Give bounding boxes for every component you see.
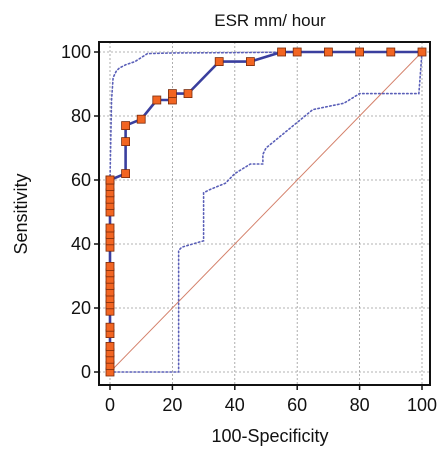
roc-point bbox=[214, 57, 224, 66]
reference-diagonal-line bbox=[109, 51, 423, 373]
roc-point bbox=[417, 47, 427, 57]
roc-point bbox=[121, 137, 130, 147]
roc-point bbox=[121, 121, 130, 130]
chart-title: ESR mm/ hour bbox=[214, 11, 326, 30]
roc-point bbox=[136, 114, 146, 124]
roc-point bbox=[167, 89, 177, 98]
plot-frame bbox=[98, 41, 431, 386]
x-tick-label: 80 bbox=[350, 395, 370, 415]
y-tick-label: 60 bbox=[71, 170, 91, 190]
x-tick-label: 0 bbox=[105, 395, 115, 415]
roc-point bbox=[183, 89, 193, 98]
roc-point bbox=[105, 223, 115, 233]
x-tick-label: 100 bbox=[407, 395, 437, 415]
grid bbox=[99, 42, 430, 385]
y-axis-title: Sensitivity bbox=[11, 173, 31, 254]
roc-point bbox=[105, 261, 115, 271]
roc-point bbox=[245, 57, 255, 66]
roc-point bbox=[105, 175, 115, 185]
roc-point bbox=[105, 341, 115, 351]
roc-layer bbox=[105, 47, 427, 377]
x-tick-label: 60 bbox=[287, 395, 307, 415]
x-tick-label: 40 bbox=[225, 395, 245, 415]
x-axis-title: 100-Specificity bbox=[211, 426, 328, 446]
roc-point bbox=[152, 95, 162, 105]
roc-point bbox=[277, 47, 287, 57]
reference-layer bbox=[109, 51, 423, 373]
roc-point bbox=[292, 47, 302, 57]
y-tick-label: 40 bbox=[71, 234, 91, 254]
y-tick-label: 80 bbox=[71, 106, 91, 126]
roc-point bbox=[121, 169, 130, 179]
x-axis-ticks: 0 20 40 60 80 100 bbox=[105, 385, 437, 415]
y-tick-label: 0 bbox=[81, 362, 91, 382]
x-tick-label: 20 bbox=[162, 395, 182, 415]
roc-point bbox=[105, 322, 115, 332]
lower-ci-bound-line bbox=[109, 51, 423, 373]
roc-point bbox=[386, 47, 396, 57]
y-axis-ticks: 0 20 40 60 80 100 bbox=[61, 42, 99, 382]
y-tick-label: 20 bbox=[71, 298, 91, 318]
roc-point bbox=[355, 47, 365, 57]
roc-point bbox=[323, 47, 333, 57]
y-tick-label: 100 bbox=[61, 42, 91, 62]
